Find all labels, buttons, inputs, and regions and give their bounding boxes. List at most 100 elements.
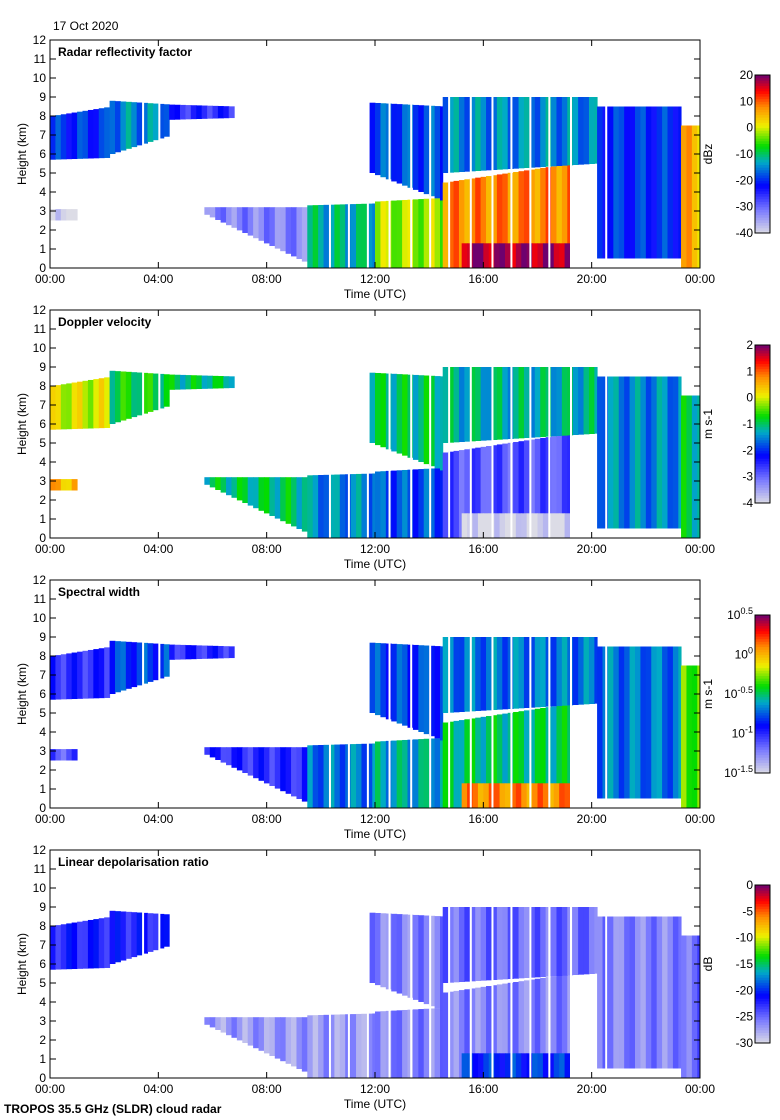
colorbar-swatch <box>755 906 770 910</box>
data-gap <box>347 850 350 1078</box>
heatmap-cell <box>380 471 387 538</box>
colorbar-swatch <box>755 633 770 637</box>
heatmap-cell <box>412 644 419 730</box>
heatmap-cell <box>686 665 693 808</box>
heatmap-cell <box>607 916 614 1069</box>
heatmap-cell <box>60 209 67 221</box>
heatmap-cell <box>448 991 455 1078</box>
heatmap-cell <box>667 916 674 1069</box>
colorbar-swatch <box>755 908 770 912</box>
heatmap-cell <box>269 747 276 786</box>
colorbar-swatch <box>755 426 770 430</box>
heatmap-cell <box>505 1053 511 1078</box>
heatmap-cell <box>515 243 522 268</box>
heatmap-cell <box>494 243 501 268</box>
heatmap-cell <box>510 243 517 268</box>
data-gap <box>366 310 369 538</box>
heatmap-cell <box>396 644 403 724</box>
data-gap <box>328 850 331 1078</box>
colorbar-label: m s-1 <box>701 409 715 439</box>
heatmap-cell <box>513 711 520 808</box>
x-tick-label: 16:00 <box>468 1082 498 1096</box>
heatmap-cell <box>312 745 319 808</box>
colorbar-swatch <box>755 196 770 200</box>
heatmap-cell <box>678 106 682 259</box>
heatmap-cell <box>418 915 425 1002</box>
colorbar-swatch <box>755 932 770 936</box>
data-gap <box>388 580 391 808</box>
colorbar-swatch <box>755 434 770 438</box>
heatmap-cell <box>375 1011 381 1078</box>
colorbar-label: dB <box>701 957 715 972</box>
heatmap-cell <box>486 986 492 1078</box>
data-gap <box>491 310 494 538</box>
heatmap-cell <box>453 180 460 268</box>
heatmap-cell <box>556 165 563 268</box>
panel-refl: Radar reflectivity factor012345678910111… <box>15 33 771 301</box>
colorbar-swatch <box>755 956 770 960</box>
heatmap-cell <box>109 910 116 964</box>
heatmap-cell <box>71 209 78 221</box>
heatmap-cell <box>542 243 549 268</box>
heatmap-cell <box>109 640 116 694</box>
colorbar-tick-label: -30 <box>736 200 754 214</box>
colorbar-tick-label: -1 <box>742 417 753 431</box>
heatmap-cell <box>583 97 590 165</box>
heatmap-cell <box>142 372 148 414</box>
heatmap-cell <box>624 646 631 799</box>
heatmap-cell <box>458 97 465 172</box>
heatmap-cell <box>402 374 408 456</box>
heatmap-cell <box>548 1053 555 1078</box>
colorbar-tick-label: 100 <box>735 646 753 662</box>
heatmap-cell <box>477 513 484 538</box>
heatmap-cell <box>618 916 625 1069</box>
heatmap-cell <box>559 783 566 808</box>
heatmap-cell <box>553 1053 560 1078</box>
x-tick-label: 08:00 <box>252 542 282 556</box>
data-gap <box>570 310 572 538</box>
heatmap-cell <box>502 983 509 1078</box>
heatmap-cell <box>66 383 73 430</box>
heatmap-cell <box>491 637 498 710</box>
heatmap-cell <box>434 916 441 1009</box>
heatmap-cell <box>572 907 579 975</box>
heatmap-cell <box>672 106 679 259</box>
heatmap-cell <box>280 207 287 252</box>
x-tick-label: 20:00 <box>577 1082 607 1096</box>
heatmap-cell <box>212 105 219 119</box>
heatmap-cell <box>540 637 547 707</box>
data-gap <box>429 850 432 1078</box>
heatmap-cell <box>429 738 436 808</box>
heatmap-cell <box>597 376 603 529</box>
heatmap-cell <box>556 367 563 436</box>
heatmap-cell <box>475 637 482 711</box>
heatmap-cell <box>142 102 148 144</box>
heatmap-cell <box>147 373 154 412</box>
date-label: 17 Oct 2020 <box>53 19 119 33</box>
colorbar-swatch <box>755 148 770 152</box>
heatmap-cell <box>356 203 362 268</box>
colorbar-swatch <box>755 350 770 354</box>
heatmap-cell <box>534 97 541 168</box>
heatmap-cell <box>163 374 170 407</box>
colorbar-swatch <box>755 699 770 703</box>
y-tick-label: 1 <box>39 242 46 256</box>
heatmap-cell <box>496 637 503 710</box>
heatmap-cell <box>513 637 520 709</box>
heatmap-cell <box>540 977 547 1078</box>
heatmap-cell <box>540 707 547 808</box>
heatmap-cell <box>486 446 492 538</box>
colorbar-tick-label: -3 <box>742 470 753 484</box>
heatmap-cell <box>55 655 62 700</box>
heatmap-cell <box>442 992 449 1078</box>
heatmap-cell <box>521 783 528 808</box>
colorbar-tick-label: 0 <box>746 121 753 135</box>
heatmap-cell <box>307 1015 314 1078</box>
heatmap-cell <box>529 367 536 438</box>
colorbar-swatch <box>755 722 770 727</box>
colorbar-tick-label: -20 <box>736 173 754 187</box>
heatmap-cell <box>486 176 492 268</box>
heatmap-cell <box>534 637 541 708</box>
heatmap-cell <box>464 367 471 442</box>
data-gap <box>448 40 451 268</box>
